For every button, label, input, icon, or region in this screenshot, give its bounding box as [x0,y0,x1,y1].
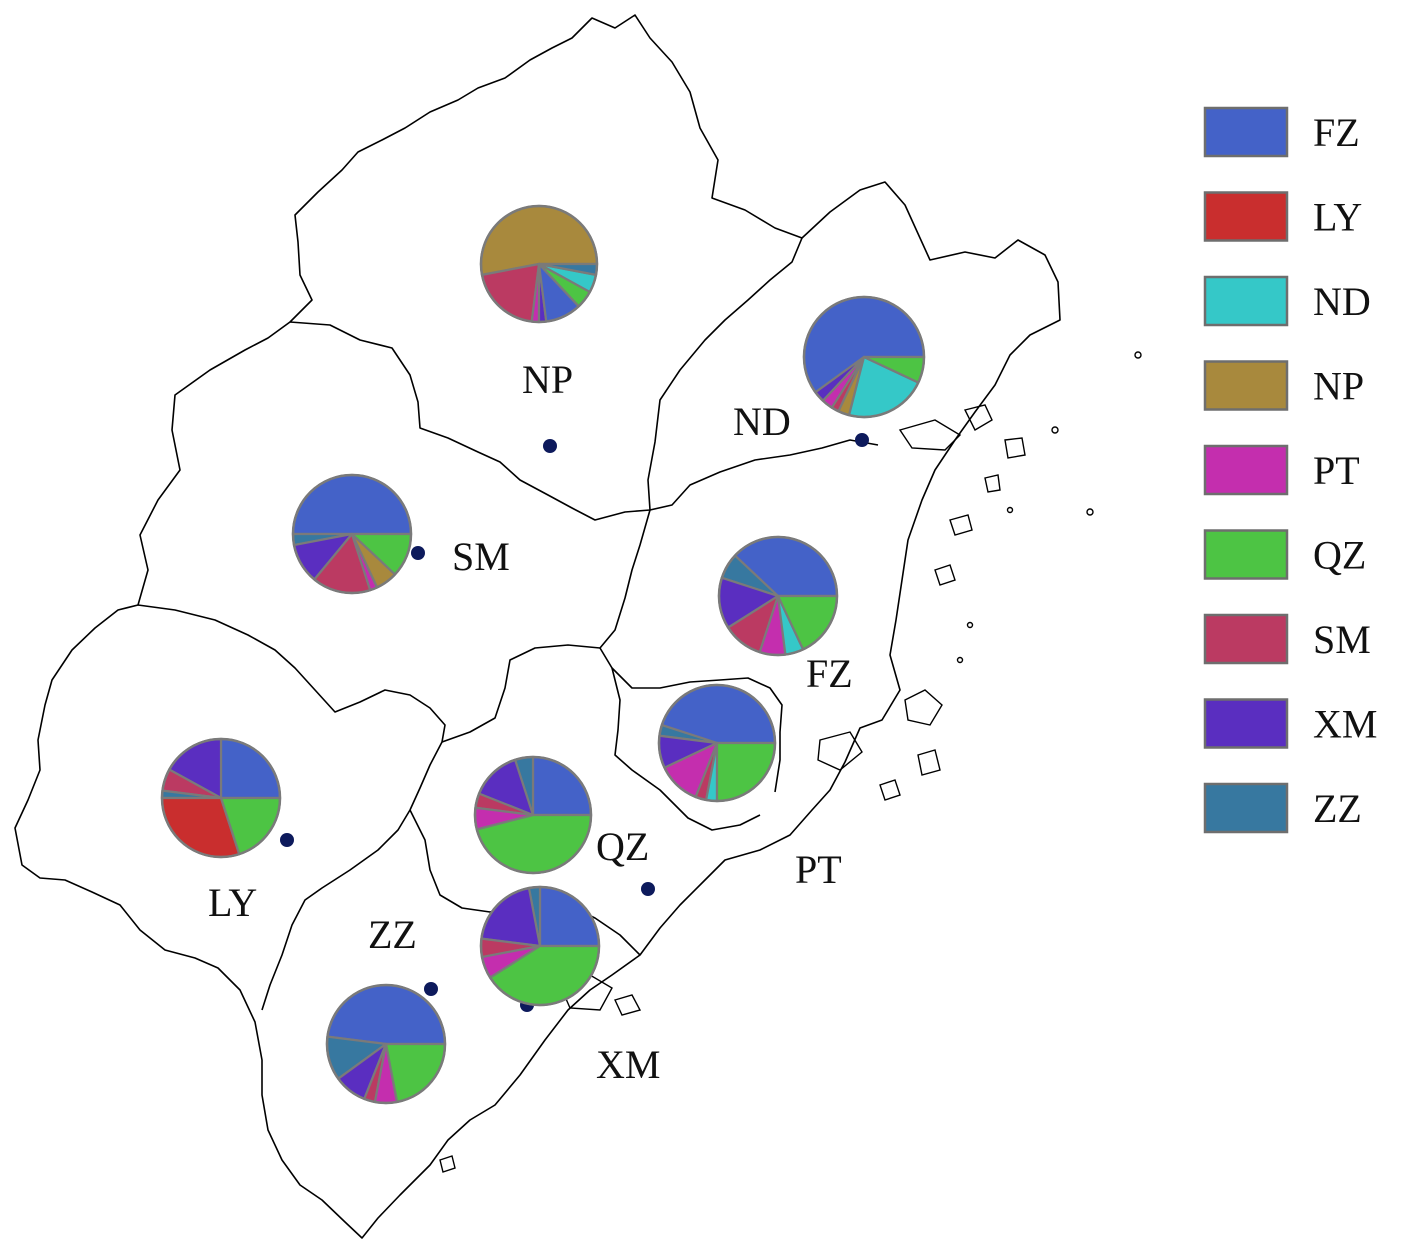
boundary-sm-qz [441,509,651,743]
legend-swatch-xm [1203,698,1289,749]
pie-qz [473,755,593,875]
legend-label-sm: SM [1313,617,1371,662]
boundary-sm-ly [137,604,446,743]
legend-item-sm: SM [1203,613,1371,665]
pie-nd [802,295,926,419]
legend-swatch-fz [1203,106,1289,158]
pie-zz [325,983,447,1105]
city-dot-np [543,439,557,453]
legend: FZ LY ND NP PT QZ SM XM ZZ [1203,106,1377,834]
legend-swatch-zz [1203,782,1289,834]
region-label-pt: PT [795,847,842,892]
region-label-xm: XM [596,1042,660,1087]
pie-outline-xm [479,885,601,1007]
region-label-nd: ND [733,399,791,444]
city-dot-sm [411,546,425,560]
region-label-sm: SM [452,534,510,579]
legend-swatch-nd [1203,275,1289,327]
city-dot-zz [424,982,438,996]
region-label-zz: ZZ [368,912,417,957]
legend-label-np: NP [1313,364,1364,409]
city-dot-nd [855,433,869,447]
legend-label-ly: LY [1313,195,1362,240]
pie-xm [479,885,601,1007]
city-dot-ly [280,833,294,847]
legend-swatch-pt [1203,444,1289,496]
legend-item-nd: ND [1203,275,1371,327]
pie-outline-qz [473,755,593,875]
pie-sm [291,473,413,595]
legend-label-pt: PT [1313,448,1360,493]
legend-item-fz: FZ [1203,106,1360,158]
pie-outline-sm [291,473,413,595]
pie-outline-nd [802,295,926,419]
boundary-ly-zz [261,741,443,1011]
legend-swatch-qz [1203,529,1289,580]
legend-item-pt: PT [1203,444,1360,496]
legend-swatch-ly [1203,191,1289,242]
pie-fz [717,535,839,657]
province-outline [14,14,1061,1239]
region-label-qz: QZ [596,824,649,869]
pie-outline-ly [160,737,282,859]
legend-item-xm: XM [1203,698,1377,749]
legend-item-ly: LY [1203,191,1362,242]
pie-ly [160,737,282,859]
region-label-fz: FZ [806,651,853,696]
pie-outline-fz [717,535,839,657]
legend-swatch-sm [1203,613,1289,665]
boundary-pt-qz [611,667,761,831]
legend-item-qz: QZ [1203,529,1366,580]
legend-item-zz: ZZ [1203,782,1362,834]
pie-pt [657,683,777,803]
legend-label-xm: XM [1313,702,1377,747]
boundary-fz-pt [599,647,783,793]
pie-outline-pt [657,683,777,803]
legend-label-zz: ZZ [1313,786,1362,831]
pie-outline-np [479,204,599,324]
legend-label-nd: ND [1313,279,1371,324]
region-label-ly: LY [208,880,257,925]
pie-slice-sm-fz [291,473,413,536]
region-labels: NP ND SM FZ LY QZ PT ZZ XM [208,357,853,1087]
legend-label-qz: QZ [1313,533,1366,578]
region-label-np: NP [522,357,573,402]
pie-np [479,204,599,324]
pie-charts [160,204,926,1105]
city-dot-qz [641,882,655,896]
boundary-nd-fz [649,439,879,511]
pie-slice-xm-xm [480,886,542,948]
legend-swatch-np [1203,360,1289,411]
pie-outline-zz [325,983,447,1105]
coastal-islands [439,351,1142,1173]
pie-slice-np-sm [480,262,541,323]
legend-label-fz: FZ [1313,110,1360,155]
legend-item-np: NP [1203,360,1364,411]
boundary-np-sm [289,237,803,521]
